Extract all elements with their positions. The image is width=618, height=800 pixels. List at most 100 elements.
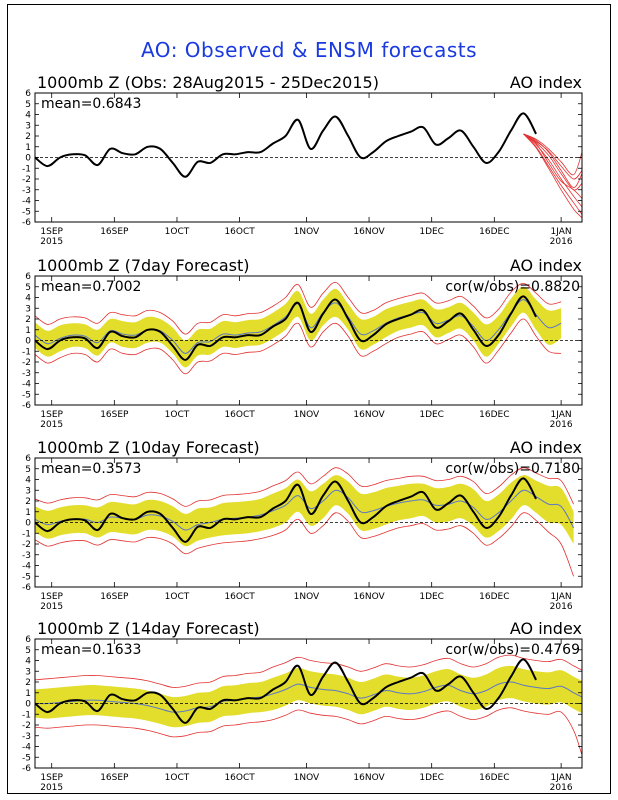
y-tick-label: -6 (22, 583, 31, 593)
panel-mean-label: mean=0.3573 (41, 461, 141, 477)
x-tick-label: 16DEC (479, 410, 509, 420)
panel-cor-label: cor(w/obs)=0.8820 (445, 279, 580, 295)
observed-line (35, 112, 537, 178)
y-tick-label: -4 (22, 743, 31, 753)
x-tick-label: 1NOV (294, 410, 320, 420)
x-tick-label: 1SEP (40, 410, 63, 420)
x-tick-label: 16OCT (224, 592, 255, 602)
x-tick-label: 1SEP (40, 227, 63, 237)
y-tick-label: 0 (25, 700, 31, 710)
spread-band (35, 475, 574, 547)
y-tick-label: 1 (25, 689, 31, 699)
y-tick-label: 2 (25, 132, 31, 142)
y-tick-label: 2 (25, 678, 31, 688)
y-tick-label: -5 (22, 572, 31, 582)
x-tick-label: 1NOV (294, 773, 320, 783)
y-tick-label: 0 (25, 519, 31, 529)
spread-upper-line (35, 654, 582, 688)
spread-upper-line (35, 467, 574, 507)
ensemble-member-4 (523, 133, 582, 215)
x-tick-label: 1JAN (551, 592, 572, 602)
x-tick-label: 1JAN (551, 773, 572, 783)
x-tick-label: 16OCT (224, 773, 255, 783)
y-tick-label: 5 (25, 100, 31, 110)
plot-area (35, 112, 582, 218)
y-tick-label: 4 (25, 294, 31, 304)
ensemble-member-2 (523, 133, 582, 208)
x-tick-label: 1DEC (419, 227, 444, 237)
panel-index-label: AO index (510, 438, 582, 457)
panel-title: 1000mb Z (10day Forecast) (37, 438, 260, 457)
y-tick-label: -6 (22, 764, 31, 774)
y-tick-label: 1 (25, 326, 31, 336)
y-tick-label: 6 (25, 635, 31, 645)
x-tick-year-label: 2015 (40, 237, 63, 247)
spread-upper-line (35, 281, 562, 335)
y-tick-label: -5 (22, 207, 31, 217)
y-tick-label: 5 (25, 465, 31, 475)
x-tick-label: 16NOV (353, 227, 385, 237)
y-tick-label: 5 (25, 283, 31, 293)
x-tick-label: 16NOV (353, 773, 385, 783)
panel-mean-label: mean=0.1633 (41, 642, 141, 658)
y-tick-label: 6 (25, 89, 31, 99)
y-tick-label: 2 (25, 497, 31, 507)
y-tick-label: 4 (25, 111, 31, 121)
y-tick-label: -4 (22, 562, 31, 572)
y-tick-label: -4 (22, 197, 31, 207)
x-tick-year-label: 2016 (550, 783, 573, 793)
y-tick-label: 5 (25, 646, 31, 656)
x-tick-label: 1OCT (165, 773, 190, 783)
panel-mean-label: mean=0.7002 (41, 279, 141, 295)
x-tick-label: 16NOV (353, 592, 385, 602)
x-tick-label: 1NOV (294, 227, 320, 237)
y-tick-label: 2 (25, 315, 31, 325)
ensemble-member-3 (523, 133, 582, 191)
ensemble-member-6 (523, 133, 582, 199)
spread-lower-line (35, 512, 574, 577)
figure-title: AO: Observed & ENSM forecasts (140, 38, 478, 62)
y-tick-label: 4 (25, 657, 31, 667)
observed-line (35, 295, 537, 361)
spread-lower-line (35, 707, 582, 756)
y-tick-label: -2 (22, 175, 31, 185)
x-tick-label: 16DEC (479, 773, 509, 783)
y-tick-label: -1 (22, 710, 31, 720)
x-tick-label: 1DEC (419, 410, 444, 420)
x-tick-year-label: 2015 (40, 783, 63, 793)
y-tick-label: 6 (25, 454, 31, 464)
x-tick-label: 16OCT (224, 410, 255, 420)
x-tick-label: 1DEC (419, 773, 444, 783)
y-tick-label: -3 (22, 369, 31, 379)
x-tick-label: 16OCT (224, 227, 255, 237)
ensemble-member-5 (523, 133, 582, 176)
y-tick-label: -5 (22, 390, 31, 400)
plot-area (35, 654, 582, 756)
x-tick-label: 1NOV (294, 592, 320, 602)
y-tick-label: 3 (25, 486, 31, 496)
x-tick-label: 16SEP (100, 773, 129, 783)
x-tick-label: 16NOV (353, 410, 385, 420)
spread-band (35, 286, 562, 368)
x-tick-year-label: 2015 (40, 602, 63, 612)
panel-title: 1000mb Z (14day Forecast) (37, 619, 260, 638)
panel-title: 1000mb Z (7day Forecast) (37, 256, 249, 275)
y-tick-label: -3 (22, 186, 31, 196)
y-tick-label: -3 (22, 551, 31, 561)
panel-index-label: AO index (510, 619, 582, 638)
y-tick-label: -1 (22, 347, 31, 357)
ensemble-member-7 (523, 133, 582, 218)
plot-area (35, 467, 582, 577)
x-tick-label: 1OCT (165, 592, 190, 602)
x-tick-year-label: 2016 (550, 237, 573, 247)
y-tick-label: -5 (22, 753, 31, 763)
panel-index-label: AO index (510, 256, 582, 275)
y-tick-label: 4 (25, 476, 31, 486)
x-tick-year-label: 2016 (550, 420, 573, 430)
panel-index-label: AO index (510, 73, 582, 92)
panel-cor-label: cor(w/obs)=0.7180 (445, 461, 580, 477)
x-tick-label: 1OCT (165, 410, 190, 420)
